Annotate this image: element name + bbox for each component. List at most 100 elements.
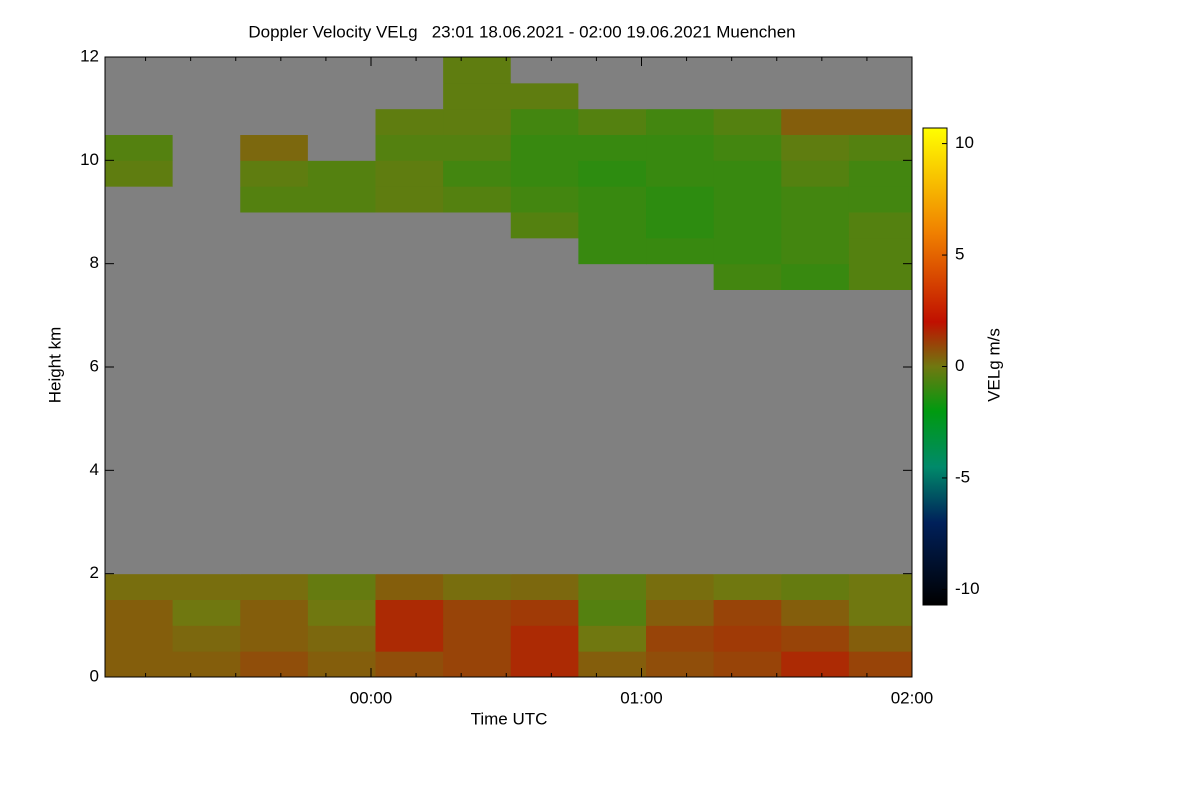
heat-cell (172, 418, 241, 445)
heat-cell (307, 160, 377, 187)
heat-cell (443, 444, 512, 471)
heat-cell (646, 341, 715, 368)
heat-cell (781, 160, 850, 187)
heat-cell (443, 599, 512, 626)
heat-cell (646, 625, 715, 652)
heat-cell (240, 160, 309, 187)
heat-cell (307, 57, 377, 84)
heat-cell (781, 108, 850, 135)
heat-cell (578, 315, 647, 342)
heat-cell (105, 522, 174, 549)
heat-cell (172, 160, 241, 187)
heat-cell (240, 237, 309, 265)
heat-cell (578, 625, 647, 652)
heat-cell (781, 522, 850, 549)
heat-cell (105, 418, 174, 445)
heat-cell (848, 367, 913, 394)
heat-cell (848, 212, 913, 239)
heat-cell (713, 237, 782, 265)
heat-cell (240, 418, 309, 445)
colorbar-tick-label: 0 (955, 356, 964, 375)
heat-cell (172, 651, 241, 678)
heat-cell (240, 315, 309, 342)
heat-cell (646, 470, 715, 497)
heat-cell (443, 341, 512, 368)
heat-cell (848, 651, 913, 678)
heat-cell (172, 367, 241, 394)
heat-cell (713, 57, 782, 84)
heat-cell (105, 444, 174, 471)
heat-cell (307, 367, 377, 394)
heat-cell (443, 392, 512, 420)
heat-cell (578, 237, 647, 265)
heat-cell (713, 367, 782, 394)
heat-cell (240, 212, 309, 239)
heat-cell (781, 444, 850, 471)
heat-cell (307, 341, 377, 368)
heat-cell (307, 522, 377, 549)
heat-cell (240, 82, 309, 110)
heat-cell (848, 547, 913, 575)
heat-cell (307, 82, 377, 110)
heat-cell (307, 134, 377, 161)
heat-cell (375, 367, 444, 394)
heat-cell (443, 237, 512, 265)
heat-cell (848, 315, 913, 342)
colorbar-tick-label: -10 (955, 579, 980, 598)
heat-cell (848, 573, 913, 600)
heat-cell (848, 57, 913, 84)
heat-cell (646, 547, 715, 575)
heat-cell (443, 186, 512, 213)
heat-cell (646, 367, 715, 394)
heat-cell (713, 212, 782, 239)
heat-cell (240, 573, 309, 600)
heat-cell (510, 367, 579, 394)
heat-cell (375, 108, 444, 135)
heat-cell (578, 573, 647, 600)
heat-cell (443, 470, 512, 497)
heat-cell (375, 134, 444, 161)
heat-cell (848, 237, 913, 265)
heat-cell (578, 134, 647, 161)
heat-cell (172, 108, 241, 135)
heat-cell (781, 625, 850, 652)
heat-cell (172, 573, 241, 600)
heat-cell (578, 392, 647, 420)
heat-cell (105, 237, 174, 265)
heat-cell (510, 392, 579, 420)
heat-cell (172, 599, 241, 626)
heat-cell (510, 108, 579, 135)
heat-cell (443, 367, 512, 394)
heat-cell (781, 418, 850, 445)
heat-cell (240, 108, 309, 135)
heat-cell (713, 599, 782, 626)
heat-cell (375, 392, 444, 420)
heat-cell (307, 263, 377, 290)
heat-cell (578, 57, 647, 84)
chart-title: Doppler Velocity VELg 23:01 18.06.2021 -… (248, 22, 795, 41)
heat-cell (307, 470, 377, 497)
heat-cell (172, 625, 241, 652)
heat-cell (105, 470, 174, 497)
heat-cell (240, 289, 309, 316)
heat-cell (848, 186, 913, 213)
heat-cell (510, 522, 579, 549)
heat-cell (510, 573, 579, 600)
heat-cell (375, 237, 444, 265)
x-tick-label: 00:00 (350, 688, 393, 707)
heat-cell (713, 573, 782, 600)
heat-cell (510, 82, 579, 110)
heat-cell (240, 496, 309, 523)
heat-cell (307, 108, 377, 135)
heat-cell (307, 315, 377, 342)
heat-cell (578, 160, 647, 187)
heat-cell (646, 57, 715, 84)
heat-cell (105, 82, 174, 110)
heat-cell (781, 470, 850, 497)
heat-cell (578, 547, 647, 575)
x-tick-label: 02:00 (891, 688, 934, 707)
y-tick-label: 12 (80, 46, 99, 65)
heat-cell (510, 470, 579, 497)
heat-cell (105, 625, 174, 652)
x-tick-label: 01:00 (620, 688, 663, 707)
